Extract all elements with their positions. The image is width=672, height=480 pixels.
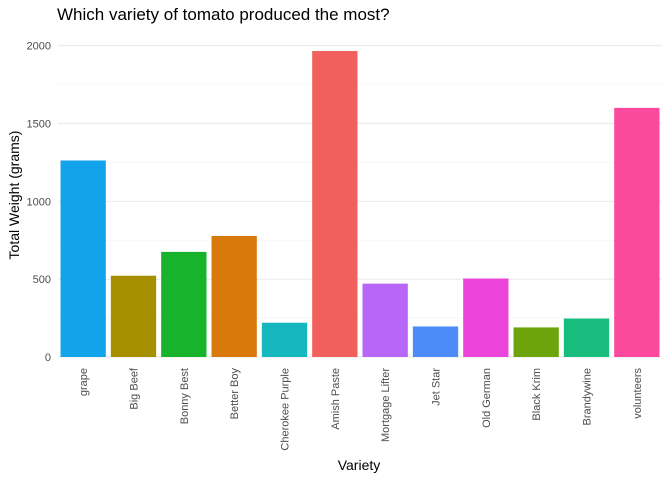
bar-black-krim xyxy=(513,327,559,357)
bar-brandywine xyxy=(563,318,610,357)
x-tick-label: grape xyxy=(78,368,90,396)
bar-old-german xyxy=(463,278,509,357)
x-tick-label: volunteers xyxy=(632,368,644,419)
x-tick-label: Better Boy xyxy=(229,368,241,420)
y-axis-ticks: 0 500 1000 1500 2000 xyxy=(27,41,51,364)
bar-volunteers xyxy=(614,107,660,357)
y-tick-label: 2000 xyxy=(27,41,51,53)
bar-amish-paste xyxy=(312,51,358,358)
y-tick-label: 1000 xyxy=(27,196,51,208)
x-tick-label: Cherokee Purple xyxy=(280,368,292,451)
y-tick-label: 500 xyxy=(33,274,51,286)
x-axis-ticks: grape Big Beef Bonny Best Better Boy Cheroke… xyxy=(78,367,644,450)
x-tick-label: Big Beef xyxy=(129,367,141,410)
x-tick-label: Mortgage Lifter xyxy=(380,368,392,442)
x-tick-label: Old German xyxy=(481,368,493,428)
y-tick-label: 1500 xyxy=(27,118,51,130)
y-tick-label: 0 xyxy=(45,352,51,364)
y-axis-title: Total Weight (grams) xyxy=(6,131,22,260)
bar-mortgage-lifter xyxy=(362,283,408,357)
x-tick-label: Black Krim xyxy=(531,368,543,421)
bar-grape xyxy=(60,160,106,357)
x-tick-label: Jet Star xyxy=(431,368,443,406)
bar-cherokee-purple xyxy=(261,322,308,357)
x-tick-label: Amish Paste xyxy=(330,368,342,430)
bar-bonny-best xyxy=(161,251,207,357)
bars xyxy=(60,51,660,358)
bar-big-beef xyxy=(110,275,157,357)
x-tick-label: Bonny Best xyxy=(179,368,191,424)
bar-better-boy xyxy=(211,236,257,357)
bar-jet-star xyxy=(412,326,459,357)
grid-lines xyxy=(58,45,662,358)
x-tick-label: Brandywine xyxy=(582,368,594,425)
chart-title: Which variety of tomato produced the mos… xyxy=(57,5,390,24)
x-axis-title: Variety xyxy=(338,457,381,473)
